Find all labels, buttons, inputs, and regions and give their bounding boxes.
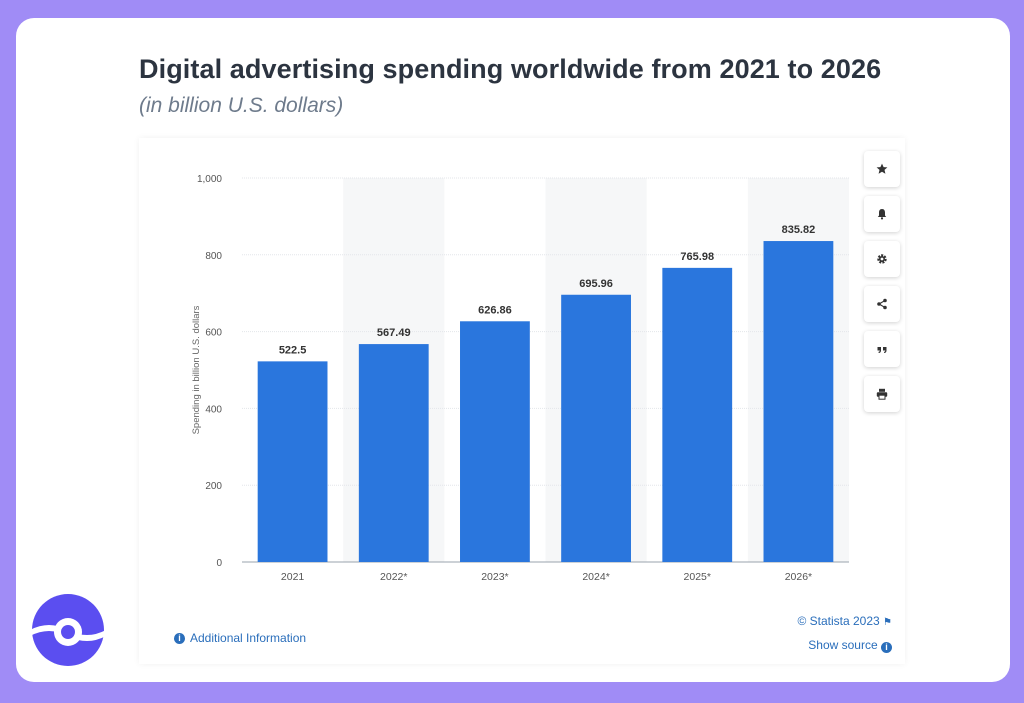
footer-right: © Statista 2023 ⚑ Show source i xyxy=(797,610,892,657)
show-source-link[interactable]: Show source i xyxy=(797,634,892,657)
info-icon: i xyxy=(174,632,185,644)
x-tick-label: 2022* xyxy=(380,571,407,583)
chart-toolbar xyxy=(864,151,900,421)
y-tick-label: 800 xyxy=(205,251,222,262)
data-label: 835.82 xyxy=(782,224,816,236)
y-tick-label: 0 xyxy=(216,558,222,569)
star-icon xyxy=(876,163,888,174)
chart-title: Digital advertising spending worldwide f… xyxy=(139,54,882,84)
data-label: 626.86 xyxy=(478,304,512,316)
data-label: 695.96 xyxy=(579,278,613,290)
x-tick-label: 2025* xyxy=(684,571,711,583)
share-button[interactable] xyxy=(864,286,900,322)
data-label: 567.49 xyxy=(377,327,411,339)
quote-icon xyxy=(877,347,887,353)
bar xyxy=(257,361,328,562)
print-button[interactable] xyxy=(864,376,900,412)
bar xyxy=(763,241,834,563)
favorite-button[interactable] xyxy=(864,151,900,187)
share-icon xyxy=(877,298,887,310)
brand-logo xyxy=(30,594,106,666)
y-tick-label: 400 xyxy=(205,404,222,415)
data-label: 765.98 xyxy=(680,251,714,263)
x-tick-label: 2021 xyxy=(281,571,305,583)
print-icon xyxy=(876,388,888,400)
x-tick-label: 2023* xyxy=(481,571,508,583)
y-tick-label: 1,000 xyxy=(197,174,222,185)
x-tick-label: 2026* xyxy=(785,571,812,583)
show-source-label: Show source xyxy=(808,638,878,652)
bar xyxy=(561,294,631,562)
bar xyxy=(358,344,429,562)
additional-information-label: Additional Information xyxy=(190,631,307,645)
y-tick-label: 200 xyxy=(205,481,222,492)
chart-panel: 0 200 400 600 800 1,000 522.5 2021 567.49 2022* 62… xyxy=(139,138,905,664)
additional-information-link[interactable]: i Additional Information xyxy=(174,631,306,645)
bell-icon xyxy=(877,209,887,220)
data-label: 522.5 xyxy=(279,344,307,356)
info-icon: i xyxy=(881,642,892,653)
copyright-label: © Statista 2023 xyxy=(797,614,880,628)
cite-button[interactable] xyxy=(864,331,900,367)
card: Digital advertising spending worldwide f… xyxy=(16,18,1010,682)
y-axis-label: Spending in billion U.S. dollars xyxy=(191,305,202,434)
bar xyxy=(460,321,530,562)
settings-button[interactable] xyxy=(864,241,900,277)
chart-subtitle: (in billion U.S. dollars) xyxy=(139,94,344,117)
x-tick-label: 2024* xyxy=(582,571,609,583)
bar-chart: 0 200 400 600 800 1,000 522.5 2021 567.49 2022* 62… xyxy=(191,174,849,583)
gear-icon xyxy=(877,254,887,264)
copyright-row[interactable]: © Statista 2023 ⚑ xyxy=(797,610,892,634)
flag-icon: ⚑ xyxy=(883,617,892,628)
notification-button[interactable] xyxy=(864,196,900,232)
y-tick-label: 600 xyxy=(205,328,222,339)
bar xyxy=(662,267,733,562)
